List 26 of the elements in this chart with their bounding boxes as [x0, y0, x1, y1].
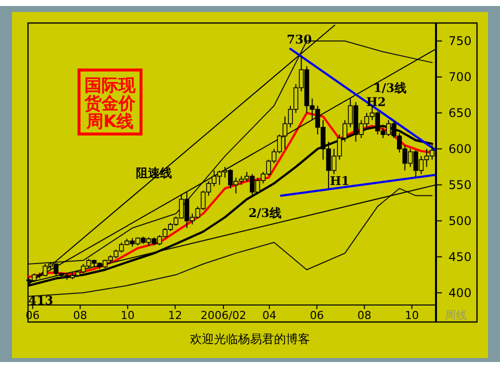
text: 欢迎光临杨易君的博客: [190, 332, 310, 346]
text: 周线: [445, 309, 467, 322]
annotation: H2: [366, 95, 386, 110]
x-tick-label: 04: [262, 309, 276, 322]
annotation: 2/3线: [248, 206, 282, 220]
x-tick-label: 06: [310, 309, 324, 322]
x-tick-label: 12: [168, 309, 182, 322]
x-tick-label: 08: [357, 309, 372, 322]
annotation: 413: [28, 293, 54, 308]
y-tick-label: 750: [448, 34, 472, 48]
y-tick-label: 550: [448, 178, 472, 192]
y-tick-label: 400: [448, 286, 472, 300]
x-tick-label: 10: [404, 309, 419, 322]
x-tick-label: 08: [73, 309, 88, 322]
y-tick-label: 650: [448, 106, 472, 120]
y-tick-label: 600: [448, 142, 472, 156]
annotation: 1/3线: [373, 81, 407, 95]
y-tick-label: 700: [448, 70, 472, 84]
x-tick-label: 10: [120, 309, 135, 322]
y-tick-label: 500: [448, 214, 472, 228]
title-stamp: 国际现货金价周K线: [78, 68, 142, 136]
x-tick-label: 2006/02: [200, 309, 246, 322]
annotation: 730: [286, 32, 312, 46]
annotation: H1: [330, 174, 350, 188]
y-tick-label: 450: [448, 250, 472, 264]
annotation: 阻速线: [136, 166, 172, 180]
